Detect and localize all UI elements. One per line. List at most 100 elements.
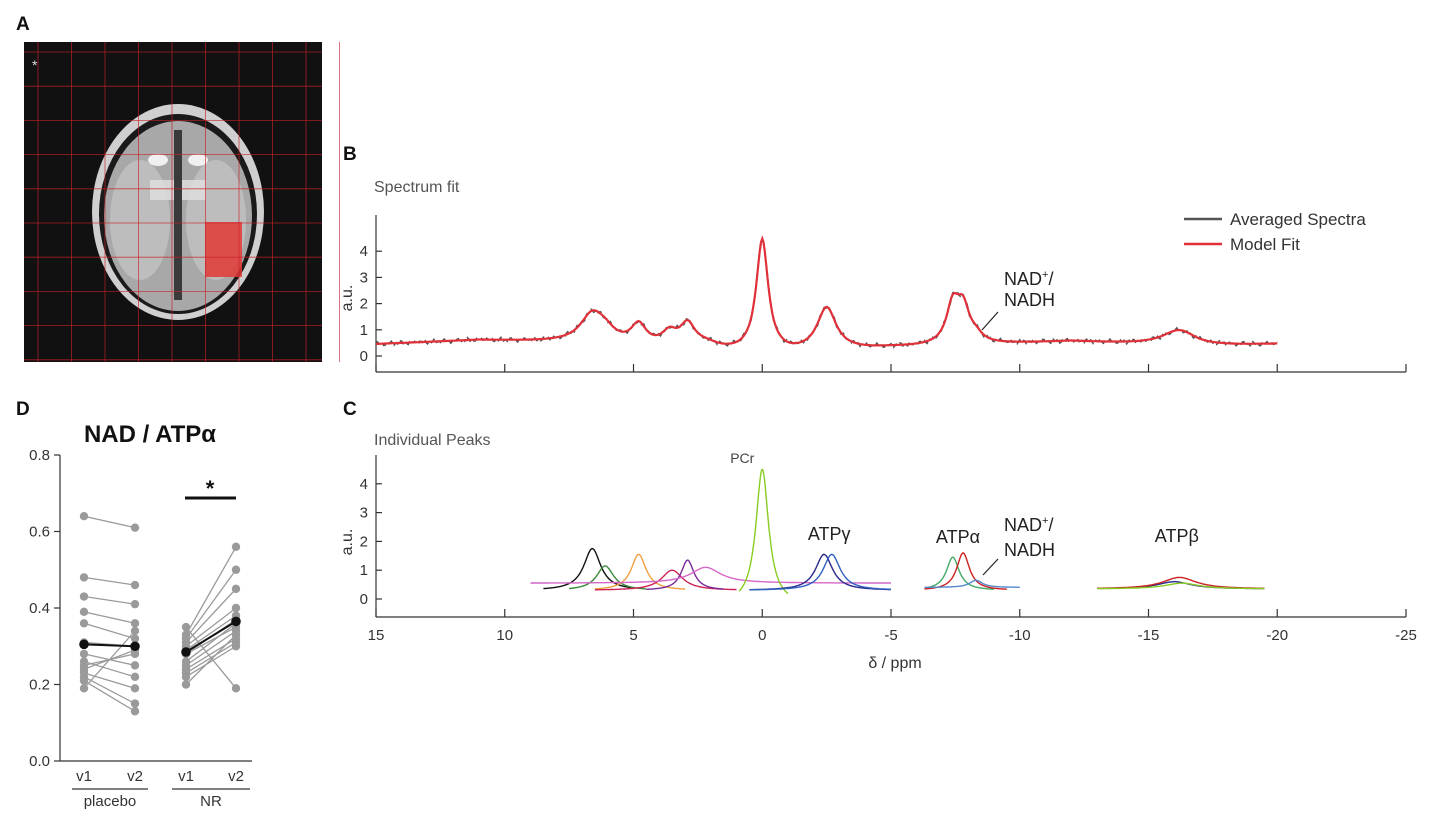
nr-pair-line [185, 615, 237, 651]
peak-label-pcr: PCr [730, 450, 754, 466]
nr-pair-line [185, 634, 237, 685]
series-averaged-spectra [375, 235, 1278, 349]
panel-label-b: B [343, 144, 357, 165]
group-label-placebo: placebo [84, 793, 137, 810]
panel-c-x-tick-label: 0 [758, 627, 766, 644]
nad-pointer-b [981, 311, 999, 331]
panel-label-d: D [16, 399, 30, 420]
placebo-point-v1 [79, 649, 89, 659]
peak-curve-5 [530, 566, 891, 584]
nad-label-b-line2: NADH [1004, 290, 1055, 310]
panel-c-x-tick-label: -10 [1009, 627, 1031, 644]
panel-c-y-tick-label: 0 [360, 591, 368, 608]
placebo-point-v1 [79, 619, 89, 628]
panel-d-x-tick-label: v1 [76, 768, 92, 785]
legend-label-averaged: Averaged Spectra [1230, 210, 1366, 229]
mri-marker: * [32, 57, 38, 73]
mri-midline [174, 130, 182, 300]
peak-curve-11 [924, 579, 1020, 588]
panel-c-nad-annotation: NAD+/ NADH [982, 515, 1055, 576]
placebo-point-v1 [79, 592, 89, 601]
panel-b-y-tick-label: 0 [360, 348, 368, 365]
panel-c-x-tick-label: 10 [496, 627, 513, 644]
voxel-grid [24, 42, 340, 362]
series-model-fit [376, 235, 1278, 347]
peak-label-atpγ: ATPγ [808, 524, 851, 544]
panel-d-title: NAD / ATPα [84, 421, 216, 448]
panel-d-points [79, 512, 241, 716]
mri-orbit-right [188, 154, 208, 166]
panel-d-x-tick-label: v2 [228, 768, 244, 785]
nad-label-c-line1: NAD+/ [1004, 515, 1053, 535]
nr-point-v2 [231, 603, 241, 613]
placebo-point-v1 [79, 512, 89, 521]
panel-c-y-tick-label: 3 [360, 505, 368, 522]
nr-point-v2 [231, 565, 241, 574]
nad-label-b-line1: NAD+/ [1004, 269, 1053, 289]
nr-point-v2 [231, 684, 241, 693]
peak-label-atpα: ATPα [936, 527, 980, 547]
panel-c-y-tick-label: 2 [360, 533, 368, 550]
panel-c-subtitle: Individual Peaks [374, 432, 491, 449]
nr-pair-line [185, 569, 237, 639]
nr-mean-v1 [181, 647, 191, 657]
nad-pointer-c [982, 558, 999, 576]
panel-label-a: A [16, 14, 30, 35]
panel-b-ylabel: a.u. [339, 285, 356, 312]
mri-orbit-left [148, 154, 168, 166]
placebo-point-v2 [130, 661, 140, 670]
panel-c-peak-labels: PCr ATPγ ATPα ATPβ [730, 450, 1199, 547]
peak-curve-3 [594, 569, 737, 591]
panel-c-y-tick-label: 4 [360, 476, 368, 493]
panel-c-x-tick-label: 15 [368, 627, 385, 644]
panel-d-y-tick-label: 0.8 [29, 447, 50, 464]
group-label-nr: NR [200, 793, 222, 810]
placebo-mean-line [83, 643, 136, 648]
peak-curve-4 [646, 559, 724, 590]
placebo-point-v2 [130, 699, 140, 708]
panel-c-axes: 15 10 5 0 -5 -10 -15 -20 -25 0 1 2 3 4 [360, 455, 1417, 644]
panel-d-y-tick-label: 0.0 [29, 753, 50, 770]
panel-label-c: C [343, 399, 357, 420]
placebo-pair-line [83, 680, 136, 712]
placebo-pair-line [83, 611, 136, 624]
panel-c-x-tick-label: -20 [1266, 627, 1288, 644]
roi-voxel [205, 222, 242, 277]
panel-c-xlabel: δ / ppm [868, 655, 921, 672]
nr-pair-line [185, 588, 237, 643]
placebo-pair-line [83, 630, 136, 689]
nr-pair-line [185, 607, 237, 647]
significance-star: * [206, 476, 215, 501]
placebo-pair-line [83, 622, 136, 640]
peak-curve-9 [924, 556, 994, 590]
placebo-point-v2 [130, 684, 140, 693]
panel-c-x-tick-label: -25 [1395, 627, 1417, 644]
placebo-mean-v2 [130, 641, 140, 652]
peak-curve-8 [749, 553, 891, 591]
placebo-pair-line [83, 515, 136, 529]
panel-b-y-tick-label: 3 [360, 269, 368, 286]
placebo-pair-line [83, 576, 136, 586]
nr-point-v1 [181, 680, 191, 689]
placebo-pair-line [83, 676, 136, 705]
nr-point-v1 [181, 622, 191, 632]
nr-pair-line [185, 622, 237, 663]
panel-c-ylabel: a.u. [339, 529, 356, 556]
placebo-point-v2 [130, 634, 140, 643]
placebo-pair-line [83, 595, 136, 605]
legend-label-fit: Model Fit [1230, 235, 1300, 254]
panel-b-y-tick-label: 1 [360, 322, 368, 339]
panel-d-x-tick-label: v2 [127, 768, 143, 785]
peak-curve-6 [738, 468, 789, 595]
placebo-pair-line [83, 672, 136, 689]
panel-b-nad-annotation: NAD+/ NADH [981, 269, 1055, 331]
panel-c-x-tick-label: -15 [1138, 627, 1160, 644]
nr-point-v2 [231, 542, 241, 551]
placebo-point-v1 [79, 676, 89, 685]
nr-pair-line [185, 626, 237, 689]
nr-mean-v2 [231, 616, 241, 627]
placebo-point-v1 [79, 607, 89, 617]
panel-d-y-tick-label: 0.6 [29, 524, 50, 541]
panel-d-y-tick-label: 0.4 [29, 600, 50, 617]
placebo-mean-v1 [79, 639, 89, 650]
